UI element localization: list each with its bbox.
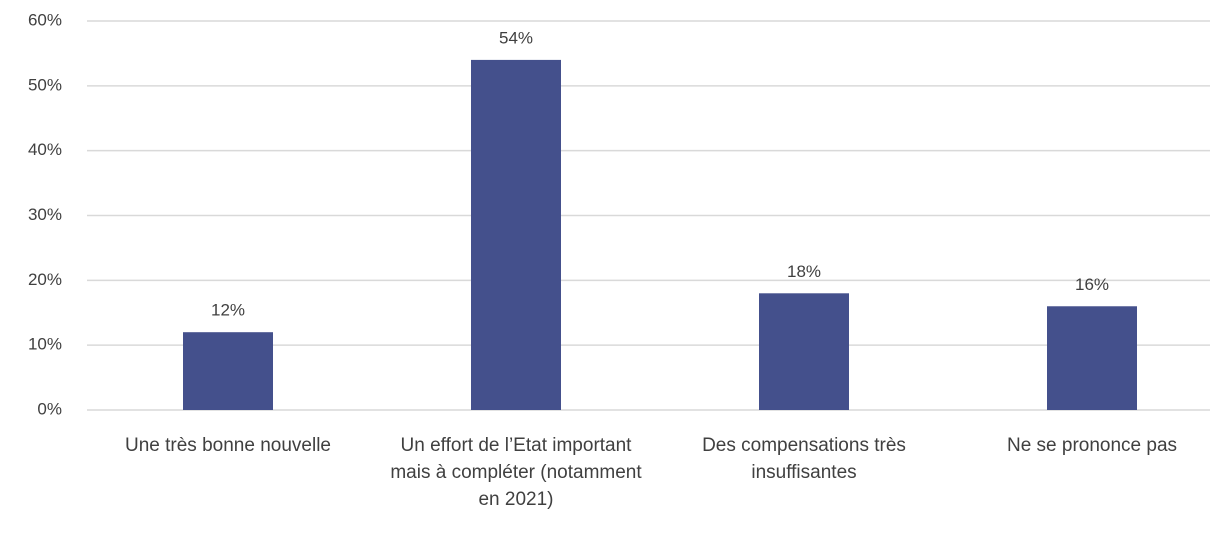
bar xyxy=(183,332,273,410)
value-label: 12% xyxy=(211,301,245,320)
x-tick-label: Un effort de l’Etat important mais à com… xyxy=(390,435,642,510)
y-tick-label: 40% xyxy=(28,140,62,159)
y-tick-label: 10% xyxy=(28,335,62,354)
value-label: 54% xyxy=(499,28,533,47)
value-label: 18% xyxy=(787,262,821,281)
y-tick-label: 20% xyxy=(28,270,62,289)
bar xyxy=(1047,306,1137,410)
y-tick-label: 50% xyxy=(28,75,62,94)
bar xyxy=(471,59,561,411)
x-tick-label: Des compensations très insuffisantes xyxy=(702,435,906,483)
x-tick-label: Ne se prononce pas xyxy=(1006,435,1178,456)
y-tick-label: 0% xyxy=(37,399,62,418)
bar xyxy=(759,293,849,410)
value-label: 16% xyxy=(1075,275,1109,294)
y-tick-label: 60% xyxy=(28,10,62,29)
y-tick-label: 30% xyxy=(28,205,62,224)
x-tick-label: Une très bonne nouvelle xyxy=(125,435,331,456)
